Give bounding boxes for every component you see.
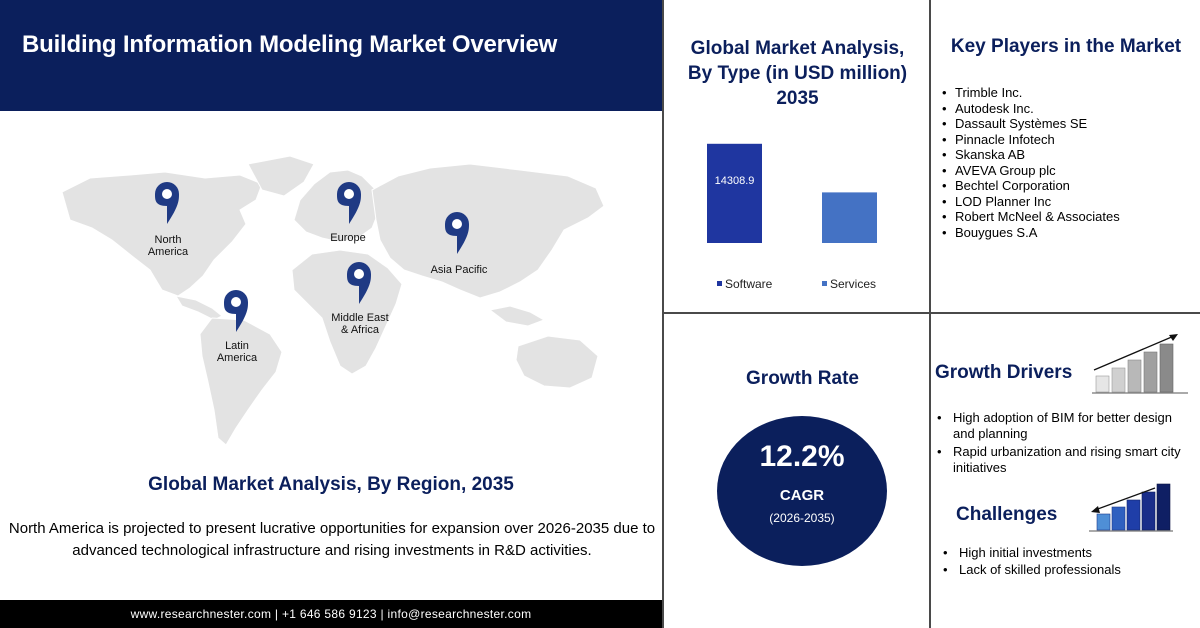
- north-america-landmass: [61, 171, 263, 297]
- europe-pin-icon: [337, 182, 361, 224]
- key-players-title: Key Players in the Market: [950, 36, 1182, 57]
- asia-landmass: [371, 163, 605, 299]
- growth-drivers-title: Growth Drivers: [935, 362, 1073, 383]
- growth-drivers-list: High adoption of BIM for better design a…: [934, 410, 1196, 478]
- key-players-list: Trimble Inc. Autodesk Inc. Dassault Syst…: [942, 85, 1120, 240]
- list-item: Lack of skilled professionals: [940, 562, 1121, 579]
- world-map: [61, 155, 605, 446]
- growth-rate-title: Growth Rate: [746, 368, 859, 389]
- africa-landmass: [291, 249, 403, 375]
- asia-pacific-pin-icon: [445, 212, 469, 254]
- bar-services: [822, 192, 877, 243]
- southeast-asia-islands: [488, 305, 546, 327]
- greenland-landmass: [247, 155, 315, 197]
- legend-swatch-services: [822, 281, 827, 286]
- list-item: Trimble Inc.: [942, 85, 1120, 101]
- page-title: Building Information Modeling Market Ove…: [22, 31, 558, 58]
- list-item: Skanska AB: [942, 147, 1120, 163]
- cagr-period: (2026-2035): [769, 511, 835, 525]
- divider-vertical-left: [662, 0, 664, 628]
- south-america-landmass: [199, 317, 283, 446]
- region-label-europe: Europe: [330, 232, 366, 244]
- challenges-title: Challenges: [956, 504, 1058, 525]
- title-bar: Building Information Modeling Market Ove…: [0, 0, 662, 111]
- data-label-software: 14308.9: [715, 175, 755, 187]
- list-item: Dassault Systèmes SE: [942, 116, 1120, 132]
- list-item: LOD Planner Inc: [942, 194, 1120, 210]
- cagr-circle: 12.2% CAGR (2026-2035): [717, 416, 887, 566]
- divider-horizontal: [664, 312, 1200, 314]
- footer-contact: www.researchnester.com | +1 646 586 9123…: [0, 600, 662, 628]
- bar-software: [707, 143, 762, 243]
- north-america-pin-icon: [155, 182, 179, 224]
- type-chart-title: Global Market Analysis, By Type (in USD …: [687, 38, 908, 109]
- challenges-list: High initial investments Lack of skilled…: [940, 545, 1121, 578]
- list-item: Autodesk Inc.: [942, 101, 1120, 117]
- list-item: Bechtel Corporation: [942, 178, 1120, 194]
- region-panel: Building Information Modeling Market Ove…: [0, 0, 662, 628]
- region-heading: Global Market Analysis, By Region, 2035: [148, 474, 514, 495]
- middle-east-africa-pin-icon: [347, 262, 371, 304]
- rising-bars-icon: [1092, 334, 1188, 394]
- region-label-north-america: North America: [147, 234, 189, 258]
- region-label-asia-pacific: Asia Pacific: [430, 264, 488, 276]
- cagr-value: 12.2%: [759, 440, 845, 473]
- region-label-middle-east-africa: Middle East & Africa: [331, 312, 389, 336]
- cagr-label: CAGR: [779, 487, 825, 504]
- legend-label-services: Services: [830, 277, 876, 291]
- list-item: AVEVA Group plc: [942, 163, 1120, 179]
- list-item: Pinnacle Infotech: [942, 132, 1120, 148]
- latin-america-pin-icon: [224, 290, 248, 332]
- legend-label-software: Software: [725, 277, 773, 291]
- list-item: Rapid urbanization and rising smart city…: [934, 444, 1196, 476]
- list-item: High initial investments: [940, 545, 1121, 562]
- falling-bars-icon: [1089, 483, 1173, 532]
- divider-vertical-right: [929, 0, 931, 628]
- legend-swatch-software: [717, 281, 722, 286]
- region-label-latin-america: Latin America: [216, 340, 258, 364]
- list-item: Robert McNeel & Associates: [942, 209, 1120, 225]
- central-america-landmass: [174, 295, 223, 321]
- list-item: Bouygues S.A: [942, 225, 1120, 241]
- australia-landmass: [515, 335, 599, 389]
- type-bar-chart: 14308.9 Software Services: [707, 143, 877, 291]
- region-description: North America is projected to present lu…: [8, 520, 656, 559]
- list-item: High adoption of BIM for better design a…: [934, 410, 1196, 442]
